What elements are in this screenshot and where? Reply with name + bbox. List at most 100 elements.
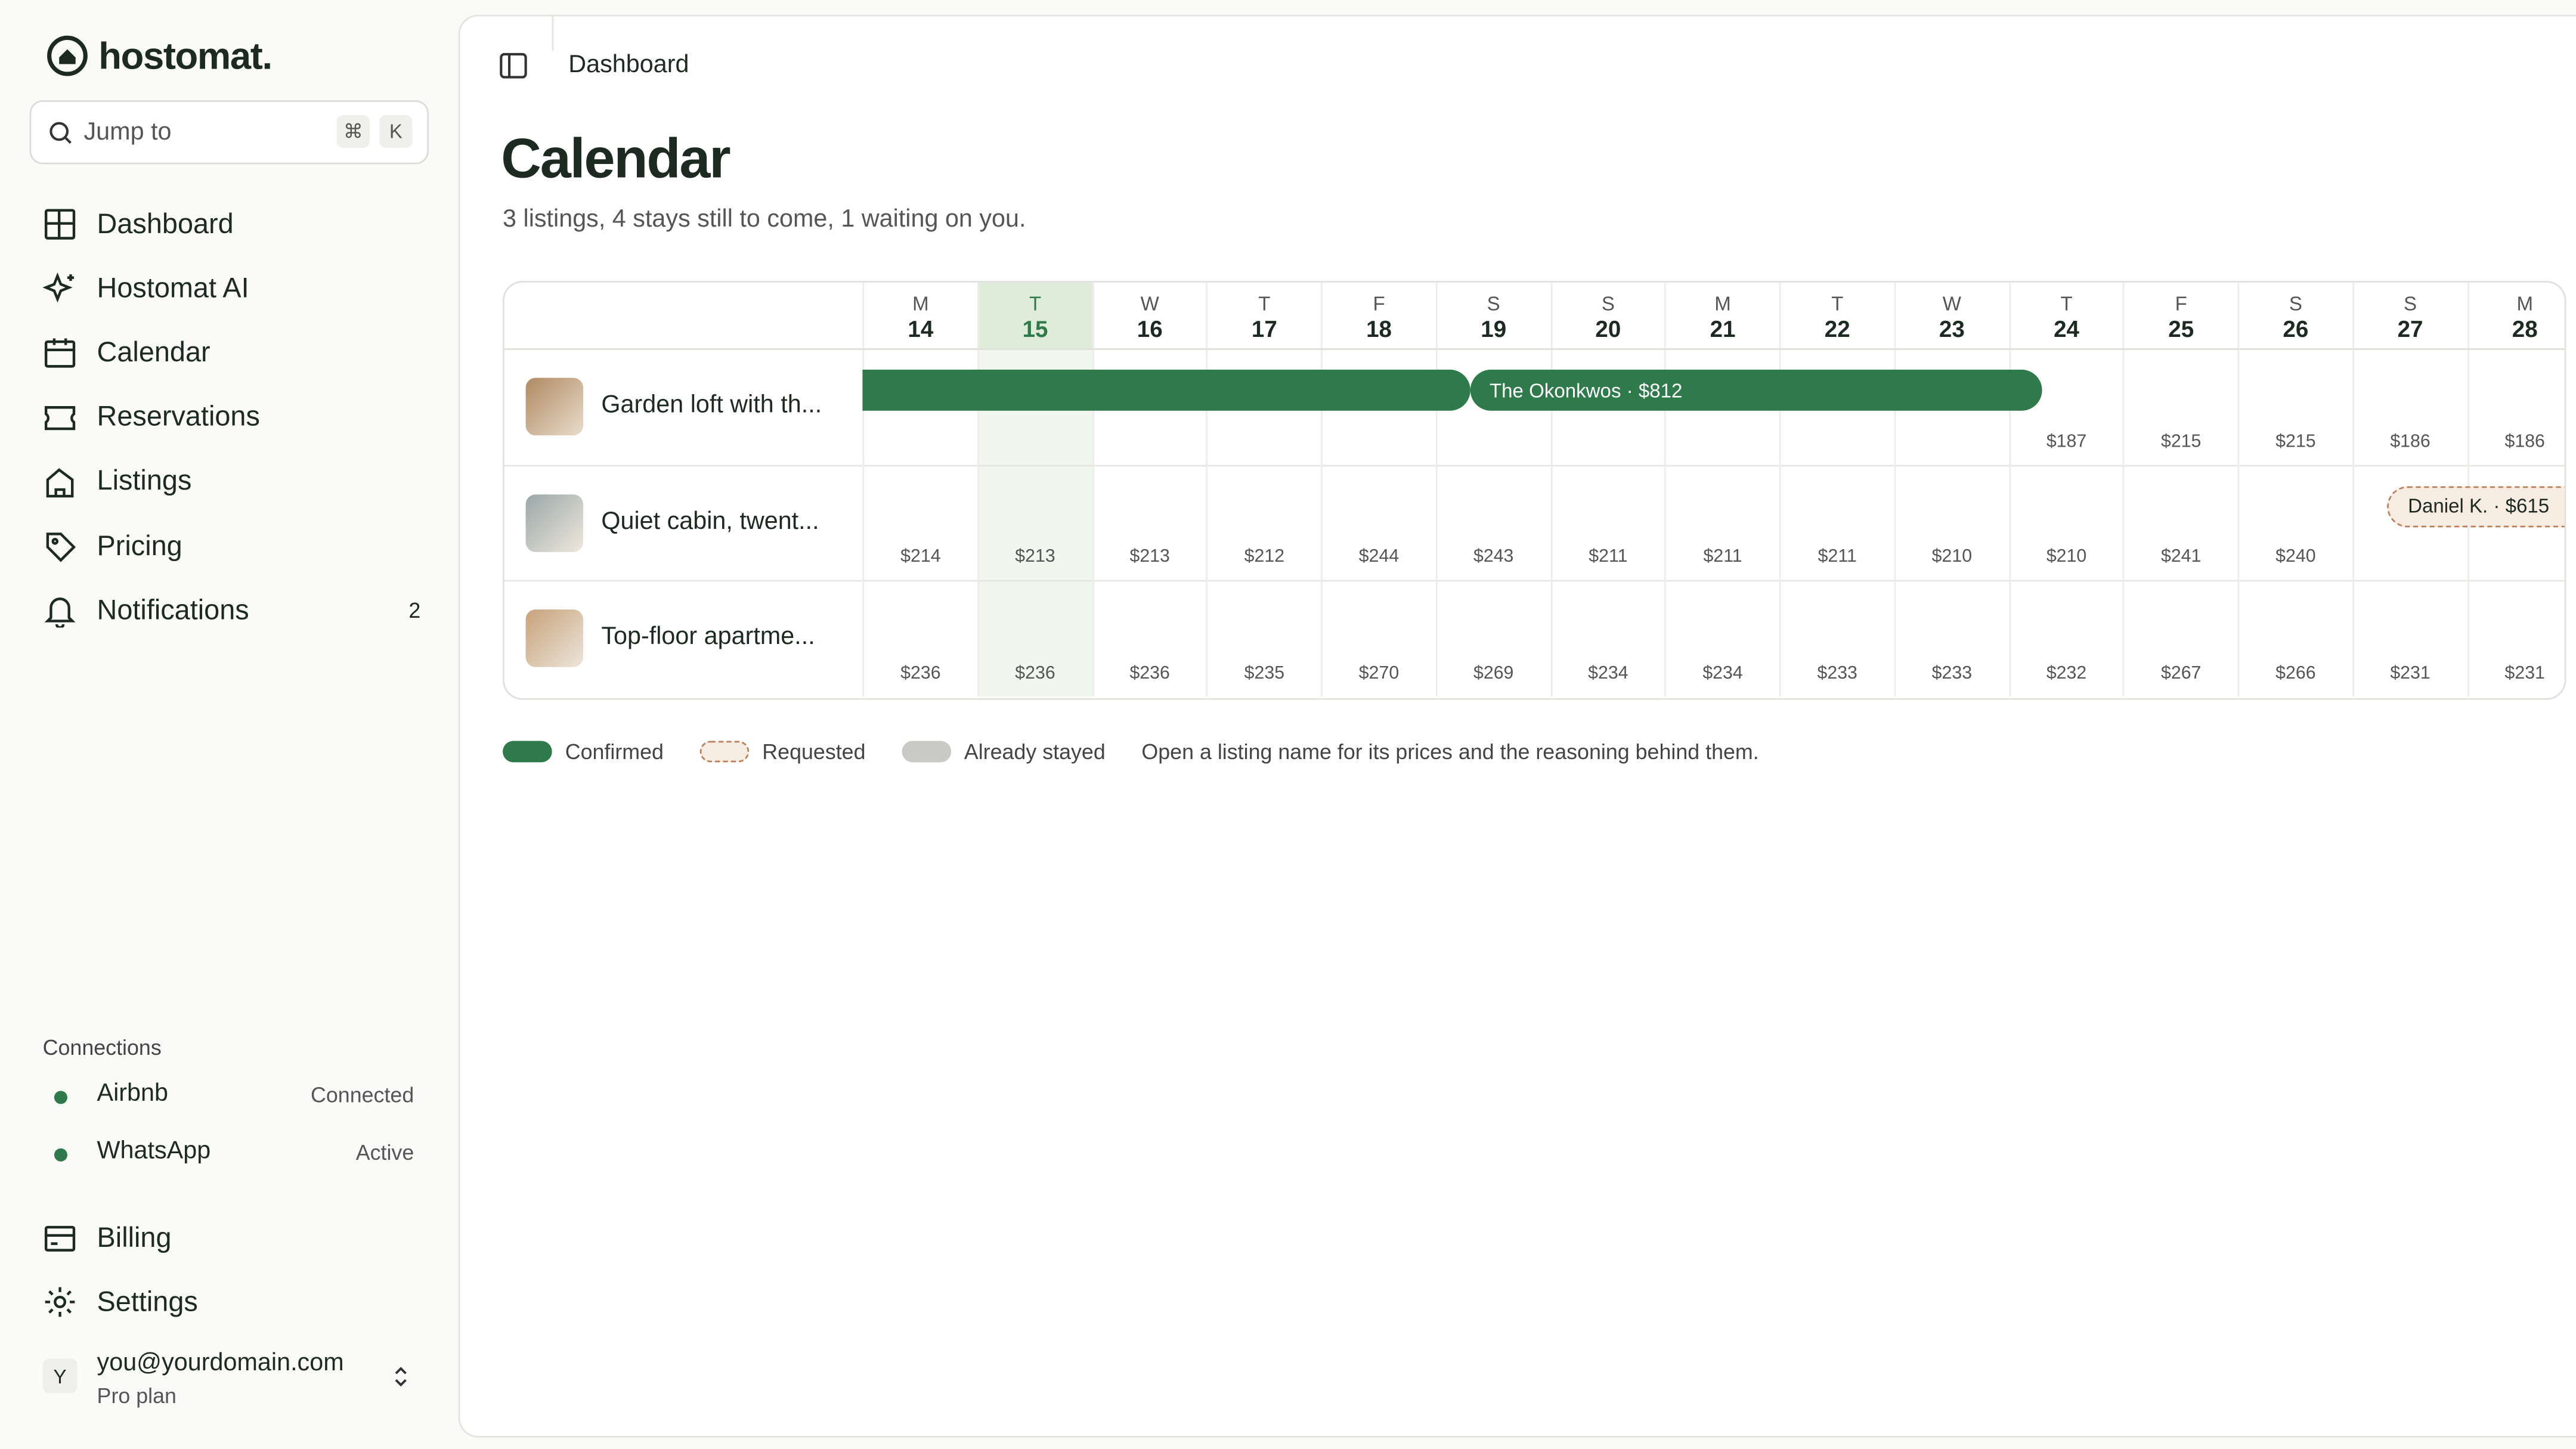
day-cell[interactable]: $186 <box>2352 348 2467 465</box>
day-cell[interactable]: $210 <box>2008 464 2123 580</box>
nav-item[interactable]: Settings <box>43 1284 421 1319</box>
nav-icon <box>44 1225 76 1252</box>
day-cell[interactable]: $212 <box>1206 464 1321 580</box>
date: 20 <box>1595 315 1621 342</box>
day-header: T 17 <box>1206 282 1321 349</box>
nav-item[interactable]: Pricing <box>43 529 421 564</box>
key: K <box>379 114 413 148</box>
price: $187 <box>2046 431 2087 451</box>
user-menu-chevron[interactable] <box>391 1364 411 1390</box>
day-cell[interactable]: $266 <box>2237 580 2352 696</box>
nav-item[interactable]: Notifications 2 <box>43 593 420 628</box>
legend-label: Confirmed <box>565 739 664 764</box>
day-cell[interactable]: $233 <box>1893 580 2008 696</box>
nav-item[interactable]: Reservations <box>43 400 421 435</box>
nav-item[interactable]: Listings <box>43 465 421 499</box>
day-cell[interactable]: $243 <box>1435 464 1550 580</box>
connection-status: Connected <box>311 1082 414 1107</box>
nav-icon <box>44 405 76 430</box>
price: $231 <box>2504 662 2545 683</box>
day-cell[interactable]: $211 <box>1779 464 1894 580</box>
day-cell[interactable]: $214 <box>862 464 977 580</box>
search[interactable]: Jump to ⌘ K <box>29 100 429 165</box>
day-cell[interactable]: $215 <box>2237 348 2352 465</box>
day-cell[interactable]: $270 <box>1321 580 1435 696</box>
breadcrumb[interactable]: Dashboard <box>568 51 689 79</box>
listing-thumbnail[interactable] <box>525 377 584 436</box>
day-cell[interactable]: $236 <box>977 580 1092 696</box>
row-divider <box>504 580 2565 582</box>
day-header: S 19 <box>1435 282 1550 349</box>
search-placeholder: Jump to <box>83 118 172 147</box>
status-dot <box>54 1091 67 1104</box>
listing-name[interactable]: Garden loft with th... <box>601 391 822 419</box>
weekday: W <box>1140 292 1159 315</box>
nav-icon <box>46 532 76 562</box>
page-title: Calendar <box>501 128 730 191</box>
day-cell[interactable]: $241 <box>2123 464 2237 580</box>
day-cell[interactable]: $211 <box>1550 464 1664 580</box>
weekday: T <box>2060 292 2073 315</box>
weekday: S <box>1601 292 1615 315</box>
user-plan: Pro plan <box>97 1383 177 1408</box>
day-cell[interactable]: $213 <box>1091 464 1206 580</box>
day-cell[interactable]: $244 <box>1321 464 1435 580</box>
day-cell[interactable]: $236 <box>862 580 977 696</box>
day-cell[interactable]: $231 <box>2352 580 2467 696</box>
user-email[interactable]: you@yourdomain.com <box>97 1348 344 1377</box>
price: $236 <box>1129 662 1170 683</box>
day-cell[interactable]: $232 <box>2008 580 2123 696</box>
brand-name: hostomat. <box>98 33 273 77</box>
day-cell[interactable]: $210 <box>1893 464 2008 580</box>
date: 26 <box>2283 315 2309 342</box>
legend-note: Open a listing name for its prices and t… <box>1141 739 1759 764</box>
listing-name[interactable]: Quiet cabin, twent... <box>601 506 819 535</box>
day-cell[interactable]: $211 <box>1664 464 1779 580</box>
day-cell[interactable]: $269 <box>1435 580 1550 696</box>
listing-name[interactable]: Top-floor apartme... <box>601 623 815 651</box>
nav-label: Billing <box>97 1221 172 1253</box>
day-cell[interactable]: $231 <box>2466 580 2565 696</box>
booking[interactable]: Daniel K. · $615 <box>2386 485 2565 527</box>
sidebar-toggle[interactable] <box>500 52 530 80</box>
nav-item[interactable]: Billing <box>43 1221 421 1255</box>
date: 28 <box>2512 315 2538 342</box>
day-cell[interactable] <box>2352 464 2467 580</box>
date: 18 <box>1366 315 1392 342</box>
day-header: W 23 <box>1893 282 2008 349</box>
day-cell[interactable]: $234 <box>1664 580 1779 696</box>
day-cell[interactable]: $215 <box>2123 348 2237 465</box>
nav-label: Dashboard <box>97 208 234 239</box>
listing-thumbnail[interactable] <box>525 609 584 667</box>
price: $267 <box>2160 662 2202 683</box>
nav-icon <box>44 597 76 628</box>
booking[interactable]: The Okonkwos · $812 <box>1469 369 2043 411</box>
date: 25 <box>2168 315 2194 342</box>
logo <box>47 35 88 76</box>
day-cell[interactable]: $234 <box>1550 580 1664 696</box>
price: $211 <box>1589 547 1628 567</box>
connection-name[interactable]: WhatsApp <box>97 1137 211 1165</box>
key: ⌘ <box>336 114 370 148</box>
date: 22 <box>1824 315 1850 342</box>
date: 17 <box>1251 315 1277 342</box>
day-cell[interactable]: $235 <box>1206 580 1321 696</box>
listing-thumbnail[interactable] <box>525 493 584 552</box>
legend-swatch <box>902 741 951 763</box>
connection-name[interactable]: Airbnb <box>97 1079 169 1107</box>
day-cell[interactable]: $236 <box>1091 580 1206 696</box>
day-cell[interactable]: $240 <box>2237 464 2352 580</box>
booking[interactable] <box>862 369 1470 411</box>
day-cell[interactable]: $233 <box>1779 580 1894 696</box>
nav-item[interactable]: Hostomat AI <box>42 271 421 306</box>
day-cell[interactable]: $213 <box>977 464 1092 580</box>
brand[interactable]: hostomat. <box>46 33 273 79</box>
nav-label: Reservations <box>97 401 260 432</box>
nav-item[interactable]: Dashboard <box>43 207 421 242</box>
nav-item[interactable]: Calendar <box>43 336 421 370</box>
day-cell[interactable]: $186 <box>2466 348 2565 465</box>
date: 15 <box>1022 315 1048 342</box>
day-cell[interactable]: $267 <box>2123 580 2237 696</box>
